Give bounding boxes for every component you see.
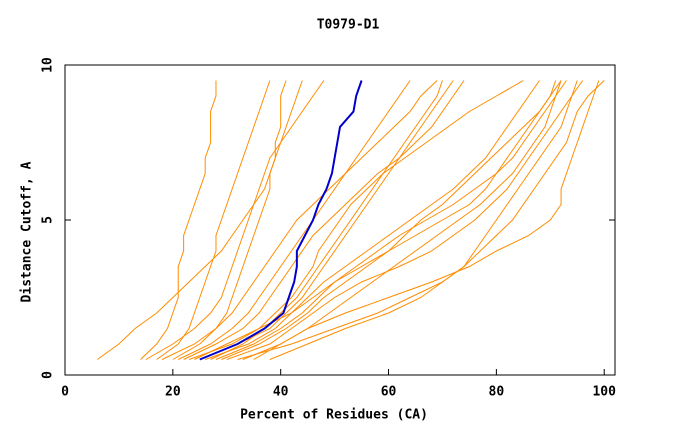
series-line xyxy=(253,80,600,360)
x-tick-label: 60 xyxy=(381,385,397,400)
chart-title: T0979-D1 xyxy=(317,18,380,33)
series-line xyxy=(161,80,411,360)
series-line xyxy=(237,80,578,360)
series-line xyxy=(178,80,438,360)
series-line xyxy=(269,80,605,360)
y-tick-label: 5 xyxy=(41,216,56,224)
y-tick-label: 10 xyxy=(41,57,56,73)
series-line xyxy=(156,80,271,360)
series-line xyxy=(188,80,524,360)
series-line xyxy=(97,80,303,360)
series-line xyxy=(210,80,443,360)
y-tick-label: 0 xyxy=(41,371,56,379)
series-line xyxy=(183,80,465,360)
series-line xyxy=(140,80,217,360)
x-tick-label: 40 xyxy=(273,385,289,400)
x-tick-label: 80 xyxy=(489,385,505,400)
x-tick-label: 20 xyxy=(165,385,181,400)
x-axis-label: Percent of Residues (CA) xyxy=(240,408,428,423)
series-line xyxy=(199,80,363,361)
series-line xyxy=(221,80,557,360)
series-line xyxy=(226,80,584,360)
x-tick-label: 100 xyxy=(592,385,616,400)
y-axis-label: Distance Cutoff, A xyxy=(20,161,35,302)
x-tick-label: 0 xyxy=(61,385,69,400)
series-line xyxy=(145,80,325,360)
series-line xyxy=(199,80,454,360)
series-line xyxy=(215,80,562,360)
series-line xyxy=(172,80,287,360)
series-line xyxy=(242,80,562,360)
series-line xyxy=(205,80,540,360)
